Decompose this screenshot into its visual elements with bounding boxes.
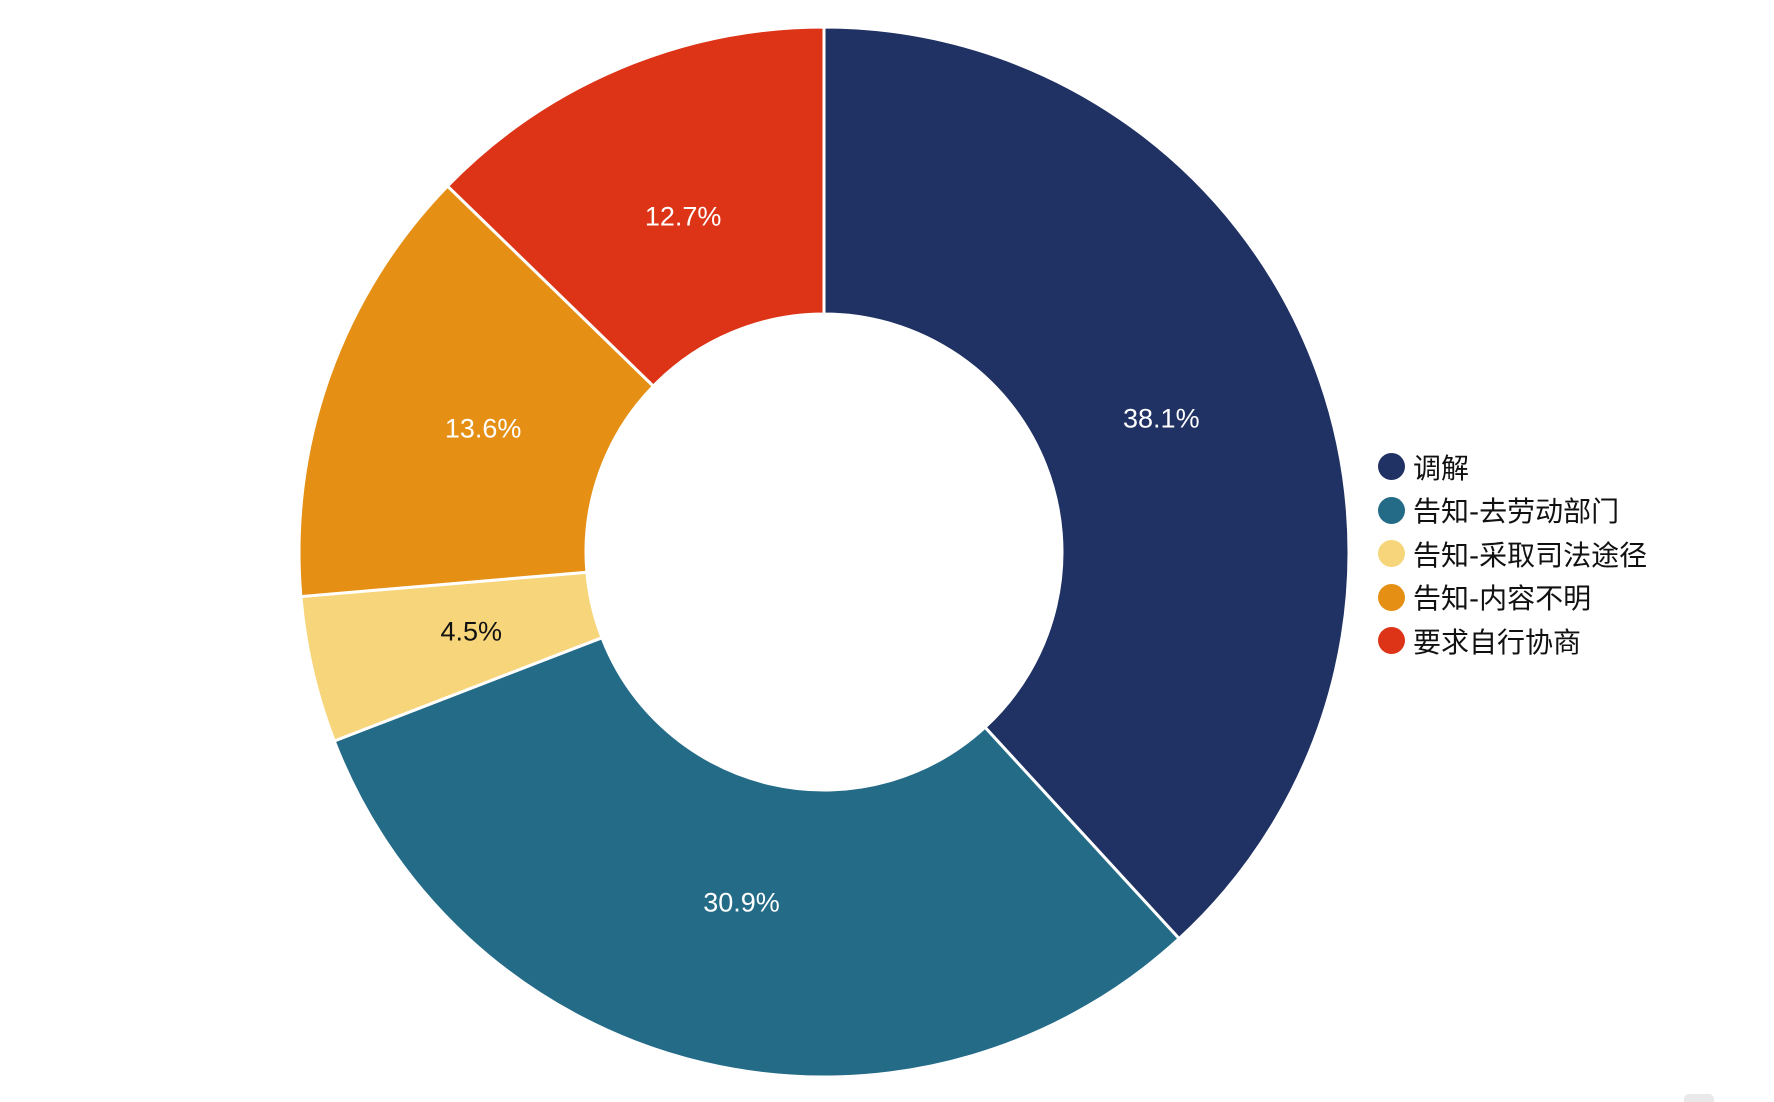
legend-swatch-5: [1378, 627, 1405, 655]
slice-labels: 38.1% 30.9% 4.5% 13.6% 12.7%: [440, 202, 1199, 918]
slice-1[interactable]: [822, 25, 1351, 941]
legend-item-3[interactable]: 告知-采取司法途径: [1378, 532, 1647, 576]
legend-item-2[interactable]: 告知-去劳动部门: [1378, 489, 1647, 533]
legend-swatch-3: [1378, 540, 1405, 568]
slice-2[interactable]: [332, 636, 1181, 1079]
slice-label-4: 13.6%: [445, 413, 522, 443]
chart-legend: 调解告知-去劳动部门 告知-采取司法途径 告知-内容不明 要求自行协商: [1378, 445, 1647, 663]
legend-label-2: 告知-去劳动部门: [1413, 495, 1620, 529]
legend-item-1[interactable]: 调解: [1378, 445, 1647, 489]
slice-label-2: 30.9%: [703, 888, 780, 918]
slice-4[interactable]: [297, 184, 655, 599]
legend-label-3: 告知-采取司法途径: [1413, 538, 1648, 572]
legend-label-1: 调解: [1413, 451, 1470, 485]
legend-swatch-2: [1378, 496, 1405, 524]
slice-label-1: 38.1%: [1123, 404, 1200, 434]
legend-label-4: 告知-内容不明: [1413, 582, 1592, 616]
corner-scroll-widget[interactable]: [1684, 1094, 1714, 1102]
legend-swatch-4: [1378, 583, 1405, 611]
donut-slices: [297, 25, 1351, 1079]
slice-label-3: 4.5%: [440, 616, 502, 646]
legend-item-4[interactable]: 告知-内容不明: [1378, 576, 1647, 620]
legend-label-5: 要求自行协商: [1413, 625, 1582, 659]
slice-label-5: 12.7%: [645, 202, 722, 232]
legend-swatch-1: [1378, 453, 1405, 481]
slice-5[interactable]: [446, 25, 826, 388]
legend-item-5[interactable]: 要求自行协商: [1378, 619, 1647, 663]
